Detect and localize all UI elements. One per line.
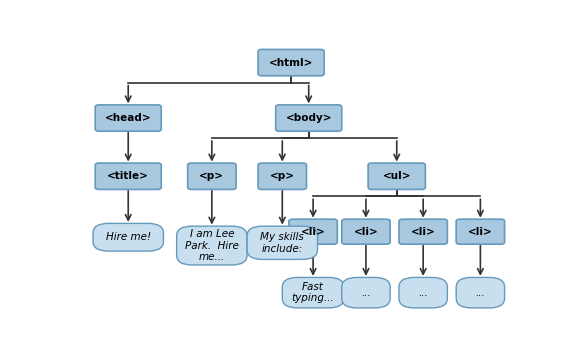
- FancyBboxPatch shape: [275, 105, 342, 131]
- Text: <li>: <li>: [353, 227, 378, 237]
- Text: My skills
include:: My skills include:: [260, 232, 304, 253]
- FancyBboxPatch shape: [258, 49, 324, 76]
- FancyBboxPatch shape: [93, 223, 164, 251]
- FancyBboxPatch shape: [399, 278, 448, 308]
- Text: Hire me!: Hire me!: [106, 232, 151, 242]
- Text: ...: ...: [361, 288, 371, 298]
- FancyBboxPatch shape: [368, 163, 425, 189]
- Text: <li>: <li>: [468, 227, 493, 237]
- Text: <ul>: <ul>: [382, 171, 411, 181]
- Text: <head>: <head>: [105, 113, 152, 123]
- FancyBboxPatch shape: [342, 278, 390, 308]
- FancyBboxPatch shape: [247, 226, 318, 260]
- FancyBboxPatch shape: [456, 219, 504, 244]
- Text: <li>: <li>: [411, 227, 436, 237]
- Text: <body>: <body>: [286, 113, 332, 123]
- Text: <html>: <html>: [269, 58, 314, 68]
- FancyBboxPatch shape: [399, 219, 448, 244]
- FancyBboxPatch shape: [289, 219, 337, 244]
- FancyBboxPatch shape: [95, 105, 161, 131]
- Text: I am Lee
Park.  Hire
me...: I am Lee Park. Hire me...: [185, 229, 239, 262]
- Text: Fast
typing...: Fast typing...: [292, 282, 335, 303]
- Text: ...: ...: [475, 288, 485, 298]
- Text: <title>: <title>: [107, 171, 149, 181]
- FancyBboxPatch shape: [95, 163, 161, 189]
- FancyBboxPatch shape: [187, 163, 236, 189]
- FancyBboxPatch shape: [456, 278, 504, 308]
- FancyBboxPatch shape: [258, 163, 307, 189]
- Text: <p>: <p>: [199, 171, 224, 181]
- Text: <p>: <p>: [270, 171, 295, 181]
- FancyBboxPatch shape: [282, 278, 344, 308]
- FancyBboxPatch shape: [177, 226, 247, 265]
- Text: ...: ...: [418, 288, 428, 298]
- Text: <li>: <li>: [300, 227, 325, 237]
- FancyBboxPatch shape: [342, 219, 390, 244]
